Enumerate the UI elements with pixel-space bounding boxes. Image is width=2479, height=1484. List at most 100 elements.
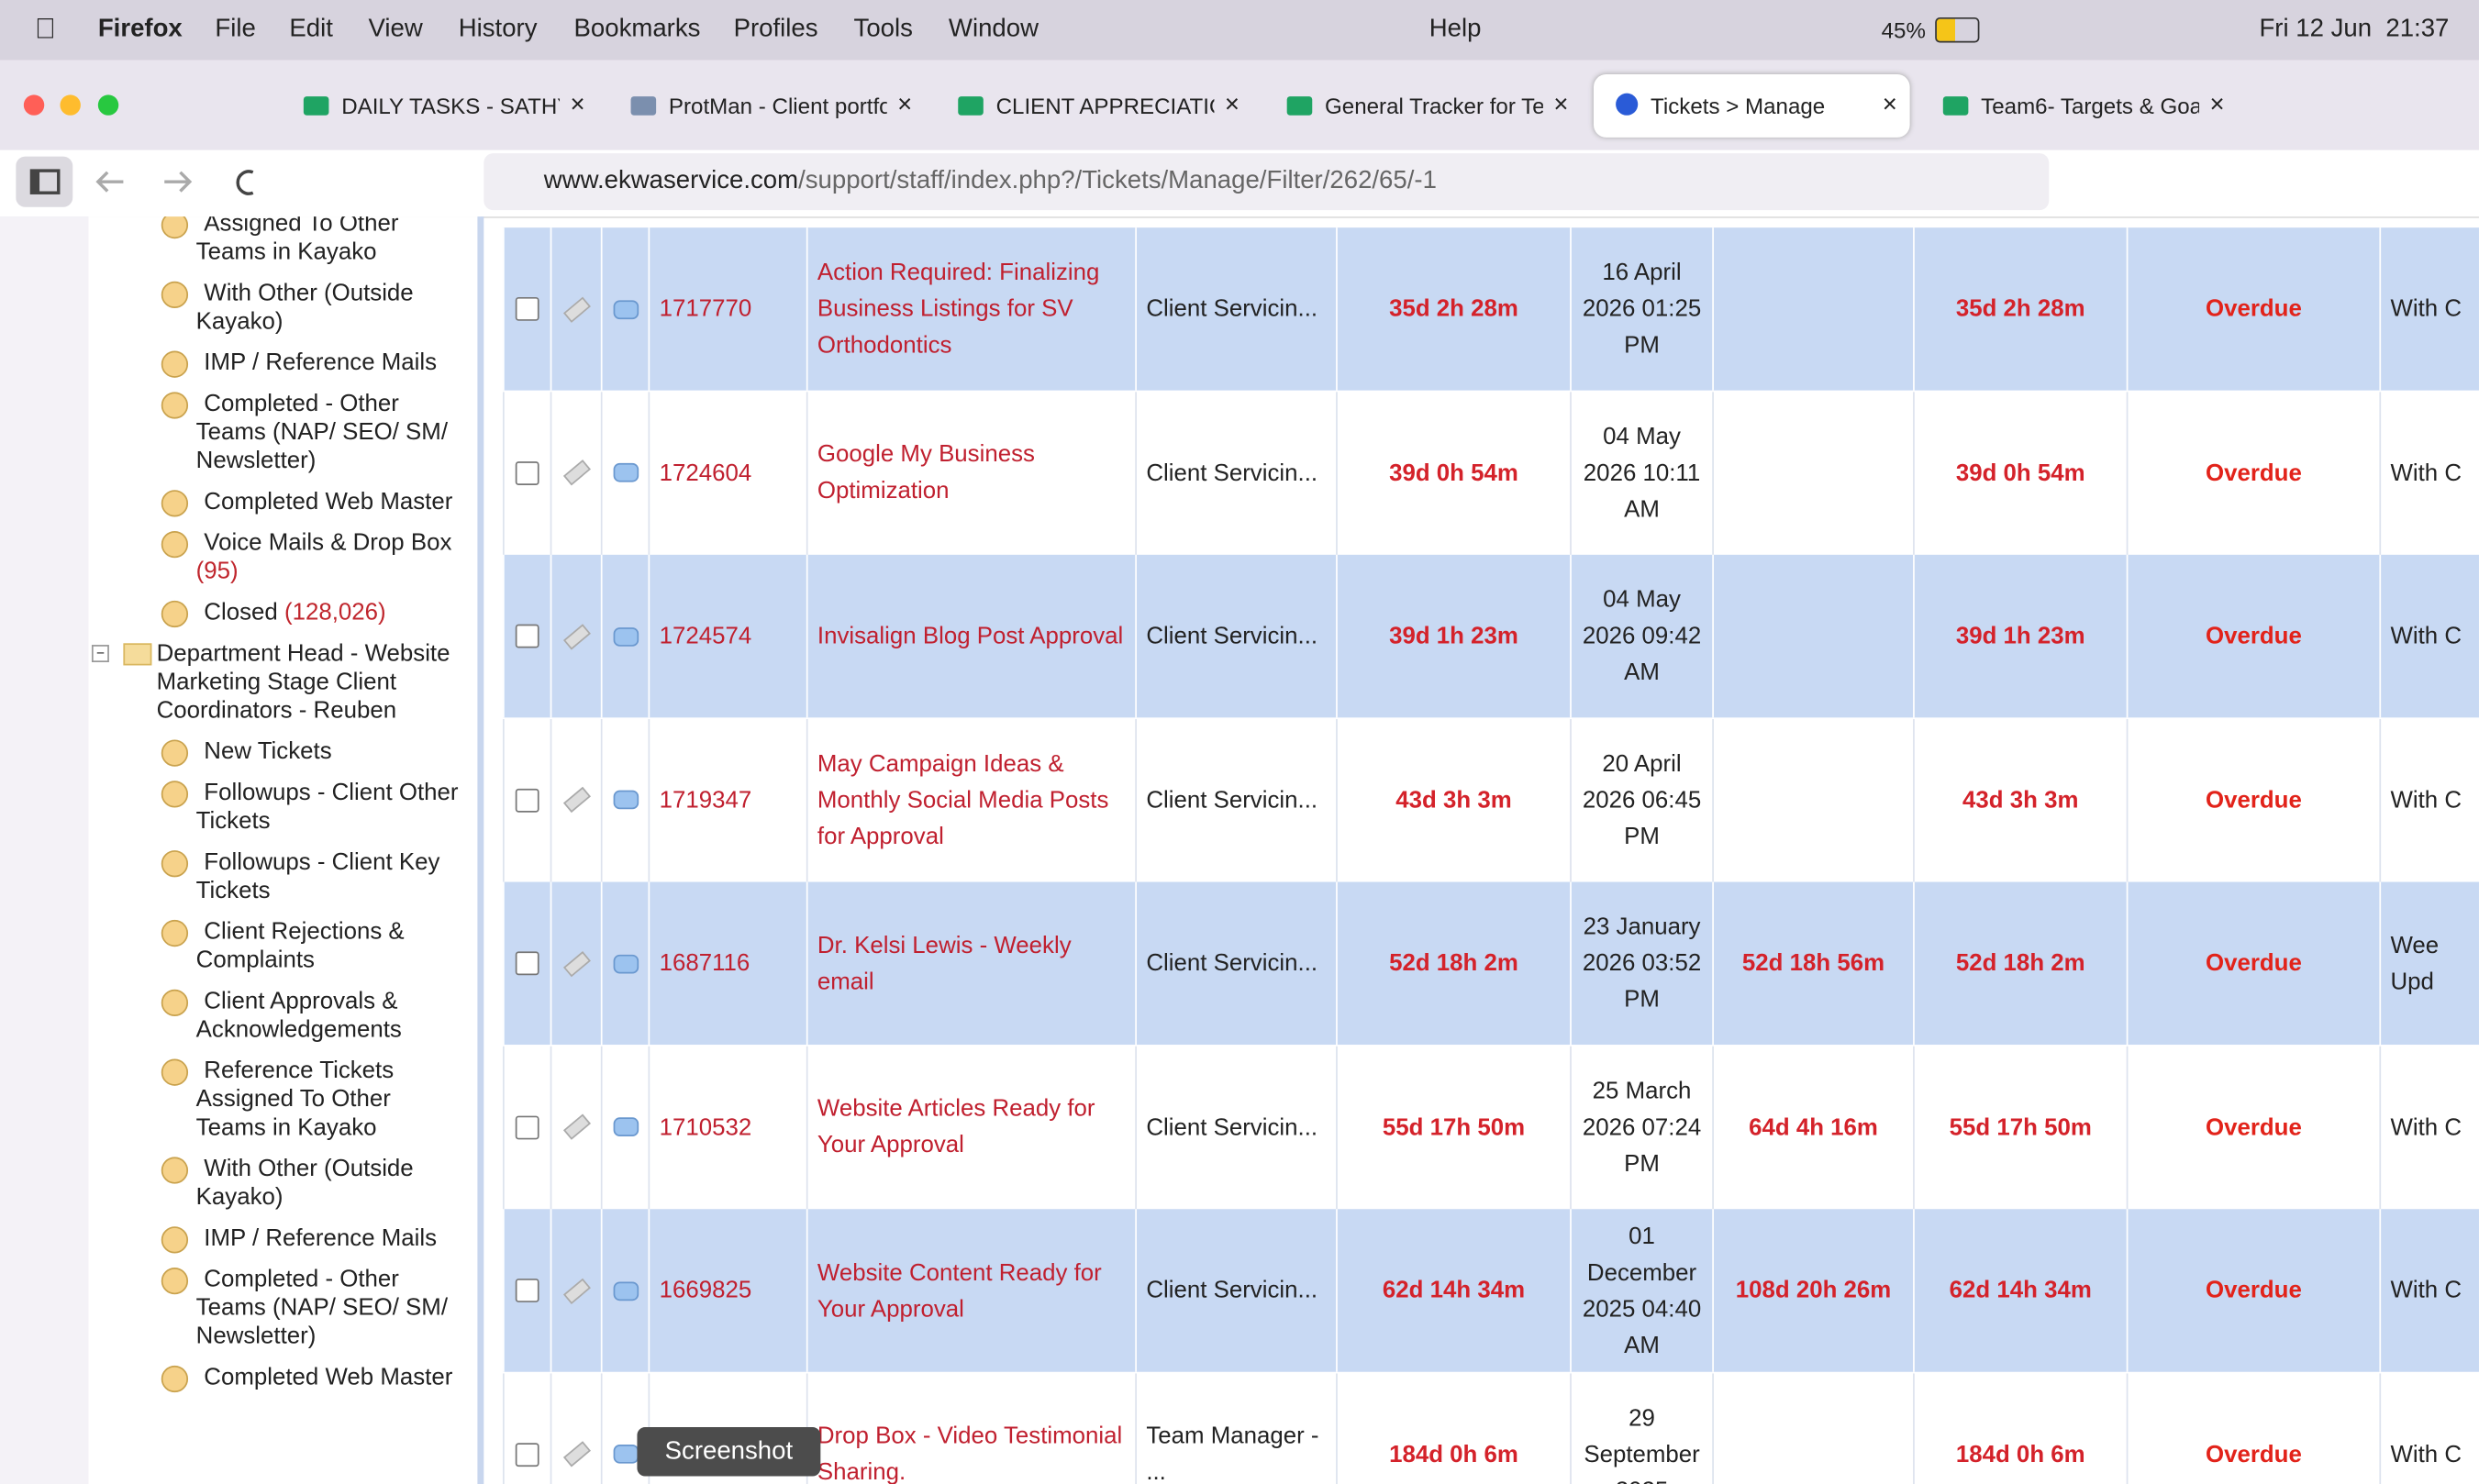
window-button[interactable] (97, 94, 119, 116)
folder-link[interactable]: New Tickets (88, 738, 461, 767)
ticket-id[interactable]: 1719347 (659, 786, 752, 814)
folder-link[interactable]: Followups - Client Other Tickets (88, 780, 461, 836)
ticket-id[interactable]: 1687116 (659, 949, 750, 977)
nav-buttons[interactable] (16, 153, 284, 213)
apple-menu[interactable]:  (35, 13, 56, 46)
checkbox[interactable] (515, 460, 539, 485)
checkbox[interactable] (515, 788, 539, 812)
subject[interactable]: May Campaign Ideas & Monthly Social Medi… (817, 749, 1109, 850)
edit-icon[interactable] (562, 1113, 591, 1140)
checkbox[interactable] (515, 624, 539, 648)
folder-link[interactable]: Assigned To Other Teams in Kayako (88, 216, 461, 267)
edit-icon[interactable] (562, 460, 591, 486)
menu-item[interactable]: View (368, 16, 423, 43)
folder-link[interactable]: Followups - Client Key Tickets (88, 848, 461, 905)
bullet (161, 739, 189, 767)
app-menu[interactable]: Firefox (97, 16, 183, 43)
folder-link[interactable]: Completed - Other Teams (NAP/ SEO/ SM/ N… (88, 391, 461, 476)
cell (502, 881, 550, 1046)
tab-close[interactable]: × (570, 91, 585, 119)
tab-close[interactable]: × (1224, 91, 1240, 119)
help-menu[interactable]: Help (1428, 16, 1482, 43)
tab[interactable]: CLIENT APPRECIATION × (936, 74, 1252, 138)
reply-icon[interactable] (612, 626, 639, 646)
subject[interactable]: Dr. Kelsi Lewis - Weekly email (817, 931, 1072, 995)
url-bar[interactable]: www.ekwaservice.com/support/staff/index.… (484, 153, 2050, 211)
tab[interactable]: DAILY TASKS - SATHYA × (282, 74, 598, 138)
tab-close[interactable]: × (1553, 91, 1569, 119)
tab-close[interactable]: × (897, 91, 913, 119)
tab[interactable]: General Tracker for Tea × (1265, 74, 1582, 138)
folder-link[interactable]: Completed Web Master (88, 488, 461, 517)
folder-link[interactable]: With Other (Outside Kayako) (88, 1156, 461, 1213)
window-button[interactable] (60, 94, 81, 116)
folder-link[interactable]: Client Approvals & Acknowledgements (88, 988, 461, 1045)
cell: Team Manager - ... (1135, 1372, 1336, 1484)
folder-link[interactable]: IMP / Reference Mails (88, 349, 461, 378)
cell: 1724604 (648, 391, 806, 554)
reply-icon[interactable] (612, 790, 639, 810)
folder-link[interactable]: IMP / Reference Mails (88, 1224, 461, 1254)
subject[interactable]: Invisalign Blog Post Approval (817, 622, 1124, 650)
reply-icon[interactable] (612, 1280, 639, 1301)
reply-icon[interactable] (612, 1445, 639, 1464)
subject[interactable]: Drop Box - Video Testimonial Sharing. (817, 1422, 1123, 1484)
reply-icon[interactable] (612, 462, 639, 482)
subject[interactable]: Google My Business Optimization (817, 440, 1035, 504)
cell: Client Servicin... (1135, 1045, 1336, 1209)
folder-link[interactable]: Completed - Other Teams (NAP/ SEO/ SM/ N… (88, 1266, 461, 1351)
cell: 1717770 (648, 227, 806, 391)
collapse-icon[interactable]: − (91, 645, 109, 663)
menu-item[interactable]: Tools (853, 16, 913, 43)
menu-item[interactable]: Profiles (733, 16, 818, 43)
subject[interactable]: Website Articles Ready for Your Approval (817, 1095, 1095, 1159)
folder-link[interactable]: Client Rejections & Complaints (88, 918, 461, 975)
edit-icon[interactable] (562, 950, 591, 977)
subject[interactable]: Website Content Ready for Your Approval (817, 1258, 1102, 1323)
folder-link[interactable]: Reference Tickets Assigned To Other Team… (88, 1058, 461, 1143)
folder-link[interactable]: With Other (Outside Kayako) (88, 280, 461, 337)
checkbox[interactable] (515, 1114, 539, 1139)
menu-item[interactable]: Bookmarks (573, 16, 701, 43)
checkbox[interactable] (515, 1279, 539, 1302)
tab[interactable]: Tickets > Manage × (1593, 73, 1910, 138)
checkbox[interactable] (515, 951, 539, 976)
reply-icon[interactable] (612, 299, 639, 319)
folder-item[interactable]: − Department Head - Website Marketing Sta… (88, 640, 457, 725)
subject[interactable]: Action Required: Finalizing Business Lis… (817, 259, 1100, 360)
time-a: 184d 0h 6m (1389, 1440, 1518, 1467)
tab-close[interactable]: × (2209, 91, 2225, 119)
checkbox[interactable] (515, 296, 539, 321)
edit-icon[interactable] (562, 786, 591, 814)
tab[interactable]: Team6- Targets & Goal × (1921, 74, 2238, 138)
cell: 1687116 (648, 881, 806, 1046)
folder-link[interactable]: Closed (128,026) (88, 599, 461, 628)
ticket-id[interactable]: 1717770 (659, 295, 752, 323)
ticket-id[interactable]: 1669825 (659, 1277, 752, 1304)
cell (550, 1045, 601, 1209)
checkbox[interactable] (515, 1442, 539, 1467)
reply-icon[interactable] (612, 953, 639, 973)
edit-icon[interactable] (562, 1441, 591, 1467)
reply-icon[interactable] (612, 1117, 639, 1136)
ticket-id[interactable]: 1710532 (659, 1113, 752, 1141)
tab-close[interactable]: × (1882, 91, 1897, 119)
folder-link[interactable]: Voice Mails & Drop Box (95) (88, 529, 461, 586)
folder-sidebar: Assigned To Other Teams in Kayako With Ot… (88, 216, 481, 1484)
menu-item[interactable]: File (215, 16, 256, 43)
ticket-id[interactable]: 1724604 (659, 459, 752, 486)
ticket-id[interactable]: 1724574 (659, 622, 752, 650)
cell: 62d 14h 34m (1336, 1209, 1570, 1372)
edit-icon[interactable] (562, 295, 591, 323)
folder-link[interactable]: Completed Web Master (88, 1364, 461, 1393)
menu-item[interactable]: Window (948, 16, 1039, 43)
tab[interactable]: ProtMan - Client portfo × (608, 74, 925, 138)
menu-item[interactable]: History (458, 16, 538, 43)
window-button[interactable] (23, 94, 45, 116)
cell (550, 881, 601, 1046)
edit-icon[interactable] (562, 623, 591, 649)
edit-icon[interactable] (562, 1277, 591, 1304)
menu-item[interactable]: Edit (289, 16, 333, 43)
status: Overdue (2205, 622, 2302, 650)
cell (600, 391, 649, 554)
